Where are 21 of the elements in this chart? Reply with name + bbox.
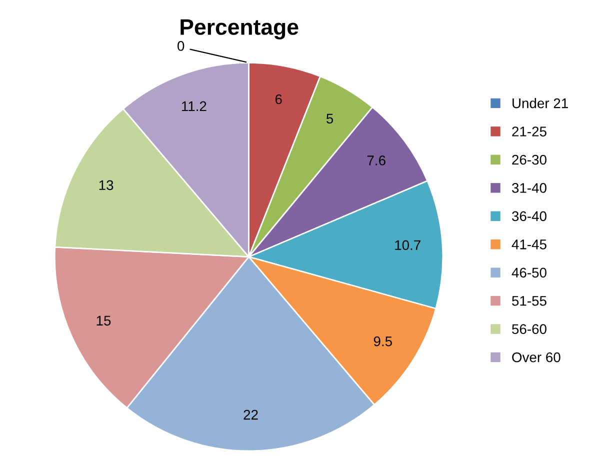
data-label: 10.7: [395, 240, 420, 250]
legend-label: 41-45: [512, 240, 546, 250]
legend-label: 31-40: [512, 183, 546, 193]
legend-label: Over 60: [512, 352, 560, 362]
data-label: 15: [96, 316, 111, 326]
legend-label: 51-55: [512, 296, 546, 306]
data-label: 6: [275, 94, 282, 104]
data-label: 7.6: [367, 156, 386, 166]
legend-label: 26-30: [512, 154, 546, 165]
data-label: 11.2: [182, 101, 206, 111]
legend-label: 46-50: [512, 268, 546, 278]
legend-label: 56-60: [512, 324, 546, 334]
legend-label: 21-25: [512, 126, 546, 136]
text: 0: [178, 41, 184, 51]
chart-title: Percentage: [180, 19, 298, 40]
legend-label: 36-40: [512, 211, 546, 222]
data-label: 22: [244, 410, 258, 420]
legend-label: Under 21: [512, 98, 568, 108]
data-label: 5: [326, 114, 334, 124]
data-label: 9.5: [374, 336, 392, 346]
data-label: 13: [99, 180, 114, 190]
